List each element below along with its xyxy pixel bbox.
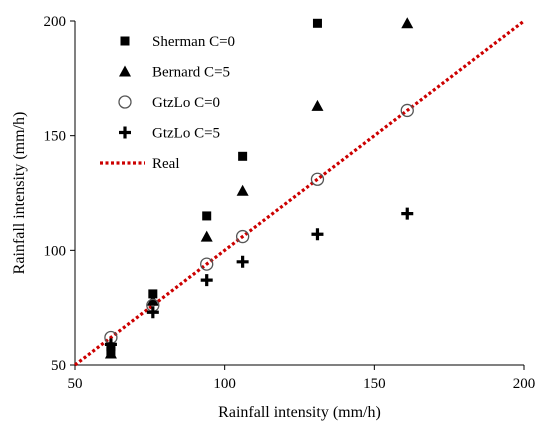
legend-label-1: Bernard C=5 bbox=[152, 65, 230, 81]
y-tick-label: 100 bbox=[44, 243, 67, 259]
series-3-point bbox=[236, 255, 249, 268]
series-1-point bbox=[311, 99, 324, 111]
x-tick-label: 100 bbox=[213, 376, 236, 392]
legend-label-4: Real bbox=[152, 156, 180, 172]
series-3-point bbox=[200, 274, 213, 287]
series-3-point bbox=[401, 207, 414, 220]
legend-swatch-0 bbox=[120, 36, 130, 46]
x-axis-title: Rainfall intensity (mm/h) bbox=[218, 404, 381, 421]
legend-swatch-3 bbox=[119, 126, 131, 139]
legend-label-3: GtzLo C=5 bbox=[152, 126, 220, 142]
y-tick-label: 150 bbox=[44, 129, 67, 145]
x-tick-label: 50 bbox=[68, 376, 83, 392]
series-2-point bbox=[400, 103, 414, 118]
series-1-point bbox=[401, 17, 414, 29]
legend-label-0: Sherman C=0 bbox=[152, 34, 235, 50]
series-1-point bbox=[200, 230, 213, 242]
x-tick-label: 150 bbox=[363, 376, 386, 392]
legend-label-2: GtzLo C=0 bbox=[152, 95, 220, 111]
series-0-point bbox=[202, 211, 212, 221]
data-points bbox=[104, 17, 414, 359]
series-0-point bbox=[312, 18, 322, 28]
series-2-point bbox=[200, 257, 214, 271]
series-1-point bbox=[104, 347, 117, 359]
x-tick-label: 200 bbox=[513, 376, 536, 392]
real-line bbox=[74, 19, 525, 367]
axes: 50 100 150 200 50 100 150 200 bbox=[44, 14, 536, 392]
y-tick-label: 50 bbox=[51, 358, 66, 374]
y-tick-label: 200 bbox=[44, 14, 67, 30]
series-1-point bbox=[236, 184, 249, 196]
series-2-point bbox=[310, 172, 325, 186]
series-3-point bbox=[311, 228, 324, 241]
series-3-point bbox=[104, 338, 117, 351]
legend-swatch-1 bbox=[119, 65, 131, 77]
series-0-point bbox=[148, 289, 158, 299]
y-axis-title: Rainfall intensity (mm/h) bbox=[11, 112, 28, 275]
series-3-point bbox=[146, 306, 159, 319]
series-2-point bbox=[235, 229, 250, 244]
series-0-point bbox=[238, 151, 248, 161]
legend-swatch-2 bbox=[118, 95, 132, 109]
real-series bbox=[74, 19, 525, 367]
series-1-point bbox=[146, 294, 159, 306]
legend: Sherman C=0 Bernard C=5 GtzLo C=0 GtzLo C=5… bbox=[100, 34, 235, 172]
